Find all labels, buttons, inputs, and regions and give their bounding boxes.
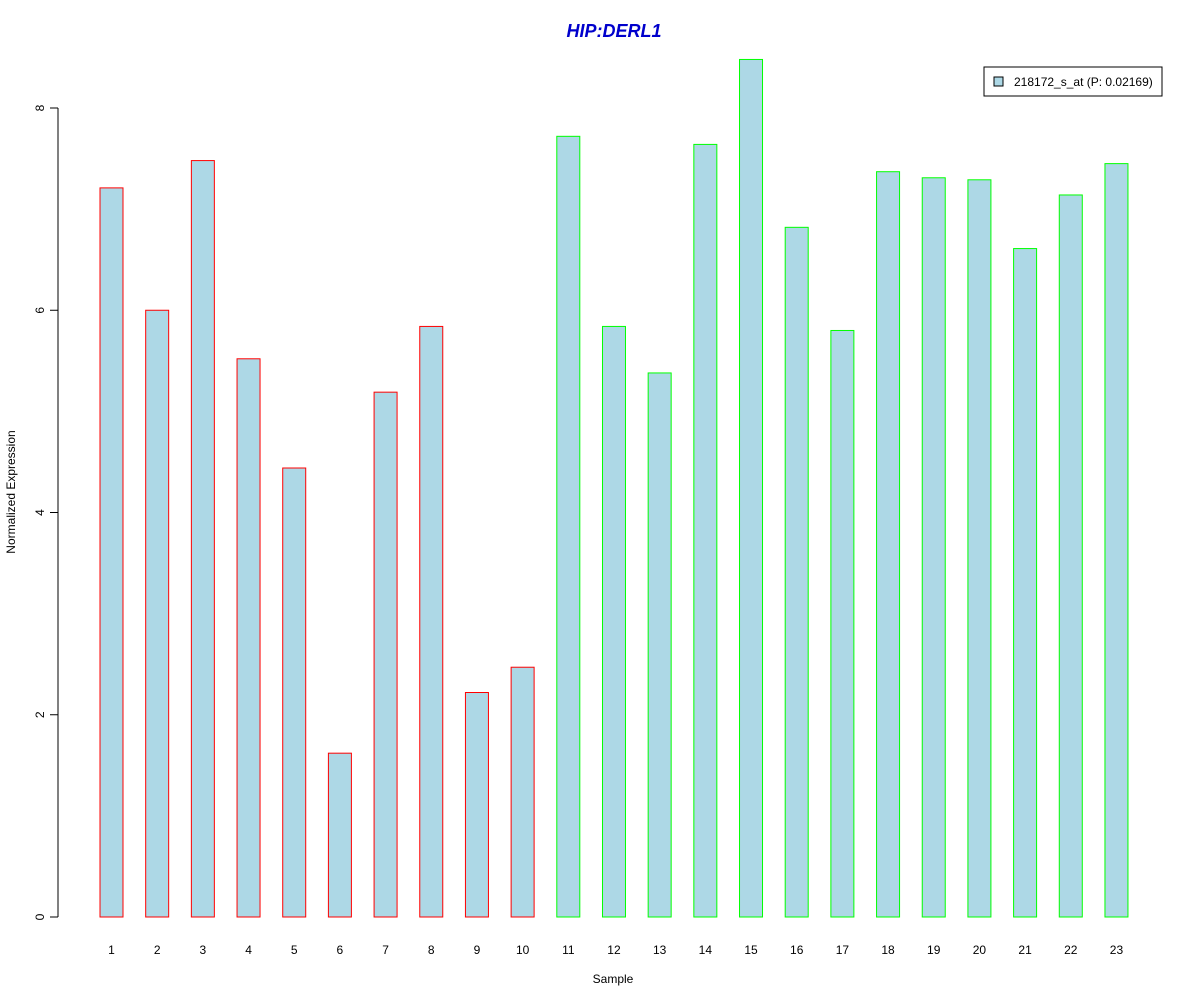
bars-group (99, 58, 1129, 918)
bar-sample-15 (739, 58, 764, 918)
bar-sample-14 (693, 143, 718, 918)
bar-sample-19 (921, 177, 946, 918)
bar-sample-9 (464, 692, 489, 918)
x-tick-label: 9 (474, 943, 481, 957)
bar-sample-21 (1013, 248, 1038, 918)
y-tick-label: 4 (33, 509, 47, 516)
legend: 218172_s_at (P: 0.02169) (983, 66, 1163, 97)
bar-sample-6 (327, 752, 352, 918)
bar-sample-2 (145, 309, 170, 918)
x-tick-label: 10 (516, 943, 530, 957)
x-tick-label: 1 (108, 943, 115, 957)
x-tick-label: 19 (927, 943, 941, 957)
bar-sample-17 (830, 329, 855, 918)
bar-sample-12 (601, 325, 626, 918)
bar-sample-3 (190, 160, 215, 918)
x-tick-label: 16 (790, 943, 804, 957)
x-tick-label: 20 (973, 943, 987, 957)
x-tick-labels: 1 2 3 4 5 6 7 8 9 10 11 12 13 14 15 16 17 18 19 20 21 22 23 (108, 943, 1123, 957)
x-tick-label: 7 (382, 943, 389, 957)
legend-swatch (993, 76, 1004, 87)
x-tick-label: 14 (699, 943, 713, 957)
chart-title: HIP:DERL1 (566, 21, 661, 41)
bar-sample-8 (419, 325, 444, 918)
x-tick-label: 3 (200, 943, 207, 957)
bar-sample-4 (236, 358, 261, 918)
bar-sample-7 (373, 391, 398, 918)
legend-box (983, 66, 1163, 97)
y-axis-label: Normalized Expression (4, 430, 18, 553)
x-tick-label: 12 (607, 943, 621, 957)
bar-sample-22 (1058, 194, 1083, 918)
bar-sample-13 (647, 372, 672, 918)
x-axis-label: Sample (593, 972, 634, 986)
legend-label: 218172_s_at (P: 0.02169) (1014, 75, 1153, 89)
bar-sample-23 (1104, 163, 1129, 918)
y-tick-label: 8 (33, 104, 47, 111)
x-tick-label: 11 (562, 943, 575, 957)
bar-sample-1 (99, 187, 124, 918)
x-tick-label: 22 (1064, 943, 1078, 957)
x-tick-label: 15 (744, 943, 758, 957)
bar-sample-20 (967, 179, 992, 918)
y-tick-label: 0 (33, 913, 47, 920)
x-tick-label: 18 (881, 943, 895, 957)
x-tick-label: 5 (291, 943, 298, 957)
bar-sample-5 (282, 467, 307, 918)
x-tick-label: 23 (1110, 943, 1124, 957)
x-tick-label: 4 (245, 943, 252, 957)
bar-sample-11 (556, 135, 581, 918)
x-tick-label: 8 (428, 943, 435, 957)
y-axis: 0 2 4 6 8 (33, 104, 59, 920)
bar-sample-16 (784, 226, 809, 918)
x-tick-label: 2 (154, 943, 161, 957)
y-tick-label: 2 (33, 711, 47, 718)
x-tick-label: 13 (653, 943, 667, 957)
bar-sample-18 (876, 171, 901, 918)
x-tick-label: 17 (836, 943, 850, 957)
x-tick-label: 21 (1018, 943, 1032, 957)
bar-sample-10 (510, 666, 535, 918)
y-tick-label: 6 (33, 307, 47, 314)
x-tick-label: 6 (337, 943, 344, 957)
